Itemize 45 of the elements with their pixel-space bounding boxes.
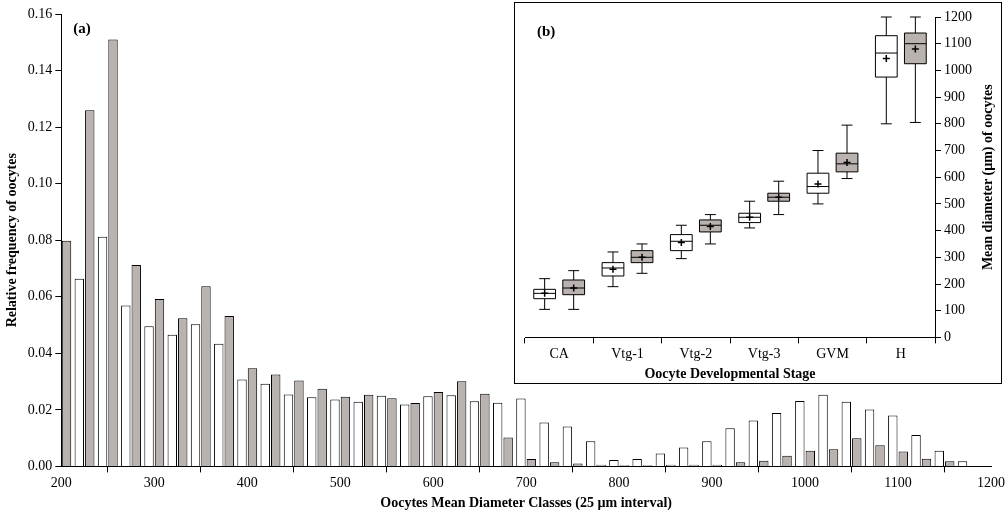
y-tick-label: 0.06 <box>27 288 53 304</box>
x-tick-label: 1000 <box>791 475 820 491</box>
x-tick-label: 900 <box>701 475 723 491</box>
x-tick-label: 1200 <box>977 475 1005 491</box>
x-tick-label: 600 <box>422 475 444 491</box>
y-tick-label: 700 <box>944 142 965 158</box>
y-tick-label: 0.00 <box>27 458 53 474</box>
y-tick-label: 0.16 <box>27 5 53 21</box>
x-tick-label: 800 <box>608 475 630 491</box>
x-tick-label: 200 <box>50 475 72 491</box>
y-tick-label: 0 <box>944 329 951 345</box>
x-tick-label: 700 <box>515 475 537 491</box>
y-tick-label: 1000 <box>944 62 972 78</box>
x-tick-label: Vtg-1 <box>611 346 644 362</box>
y-tick-label: 400 <box>944 222 965 238</box>
x-tick-label: H <box>895 346 906 362</box>
y-axis-title: Relative frequency of oocytes <box>4 152 20 328</box>
x-tick-label: Vtg-2 <box>679 346 713 362</box>
x-axis-title: Oocyte Developmental Stage <box>644 366 816 382</box>
y-tick-label: 0.12 <box>27 118 53 134</box>
y-tick-label: 1200 <box>944 8 972 24</box>
y-tick-label: 100 <box>944 302 965 318</box>
y-tick-label: 600 <box>944 168 965 184</box>
x-tick-label: 500 <box>329 475 351 491</box>
annotation: (b) <box>537 23 556 41</box>
x-tick-label: 400 <box>236 475 258 491</box>
x-tick-label: 1100 <box>884 475 912 491</box>
y-axis-title: Mean diameter (µm) of oocytes <box>979 83 996 271</box>
y-tick-label: 300 <box>944 248 965 264</box>
y-tick-label: 200 <box>944 275 965 291</box>
y-tick-label: 900 <box>944 88 965 104</box>
x-tick-label: Vtg-3 <box>747 346 781 362</box>
y-tick-label: 800 <box>944 115 965 131</box>
y-tick-label: 0.14 <box>27 62 53 78</box>
annotation: (a) <box>73 20 91 38</box>
x-tick-label: GVM <box>816 346 850 362</box>
y-tick-label: 500 <box>944 195 965 211</box>
y-tick-label: 0.02 <box>27 401 53 417</box>
y-tick-label: 0.08 <box>27 231 53 247</box>
x-tick-label: CA <box>549 346 570 362</box>
y-tick-label: 0.10 <box>27 175 53 191</box>
y-tick-label: 0.04 <box>27 344 53 360</box>
x-axis-title: Oocytes Mean Diameter Classes (25 µm interval) <box>380 495 673 512</box>
y-tick-label: 1100 <box>944 35 972 51</box>
x-tick-label: 300 <box>143 475 165 491</box>
